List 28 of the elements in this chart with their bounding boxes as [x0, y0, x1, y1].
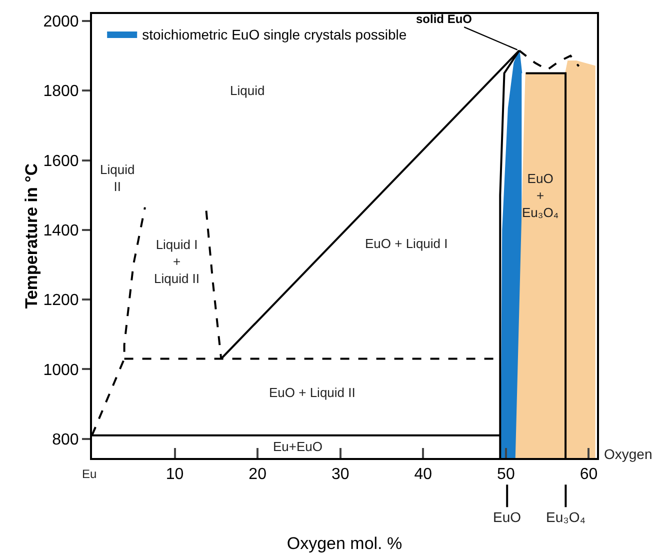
annotation: solid EuO — [416, 12, 472, 26]
y-axis-title: Temperature in °C — [22, 163, 42, 309]
text: EuO — [493, 509, 522, 525]
y-tick-label: 800 — [52, 431, 79, 448]
x-tick-label: 10 — [166, 466, 184, 484]
x-tick-label: 50 — [497, 466, 515, 484]
y-tick-label: 1400 — [43, 222, 79, 240]
legend-label: stoichiometric EuO single crystals possible — [142, 26, 407, 42]
x-tick-label: 60 — [580, 466, 598, 484]
annotation: EuO + Eu₃O₄ — [522, 171, 559, 220]
annotation: EuO + Liquid I — [365, 236, 448, 251]
y-tick-label: 2000 — [43, 14, 79, 31]
annotation: Eu+EuO — [273, 439, 323, 454]
x-axis-title: Oxygen mol. % — [286, 534, 402, 553]
y-tick-label: 1800 — [43, 83, 79, 100]
text: Eu — [82, 467, 97, 481]
annotation: Liquid — [230, 83, 265, 98]
y-tick-label: 1000 — [43, 362, 79, 379]
x-tick-label: 20 — [248, 466, 267, 484]
y-tick-label: 1600 — [43, 152, 79, 170]
x-tick-label: 40 — [414, 466, 432, 484]
x-tick-label: 30 — [331, 466, 350, 484]
annotation: Liquid I + Liquid II — [154, 237, 200, 286]
y-tick-label: 1200 — [43, 292, 79, 310]
text: Eu₃O₄ — [546, 509, 586, 525]
annotation: Liquid II — [100, 162, 135, 194]
text: Oxygen — [604, 446, 652, 462]
annotation: EuO + Liquid II — [269, 385, 356, 400]
